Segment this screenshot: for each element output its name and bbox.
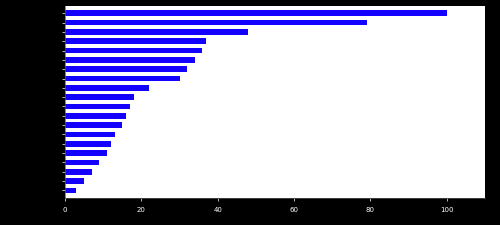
- Bar: [65, 169, 92, 175]
- Bar: [65, 132, 114, 138]
- Bar: [65, 141, 111, 147]
- Bar: [65, 160, 100, 166]
- Bar: [65, 39, 206, 45]
- Bar: [65, 151, 107, 156]
- Bar: [65, 30, 248, 36]
- Bar: [65, 58, 195, 63]
- Bar: [65, 188, 76, 193]
- Bar: [65, 86, 149, 91]
- Bar: [65, 21, 366, 26]
- Bar: [65, 123, 122, 128]
- Bar: [65, 114, 126, 119]
- Bar: [65, 49, 202, 54]
- Bar: [65, 178, 84, 184]
- Bar: [65, 104, 130, 110]
- Bar: [65, 67, 187, 73]
- Bar: [65, 11, 447, 17]
- Bar: [65, 76, 180, 82]
- Bar: [65, 95, 134, 101]
